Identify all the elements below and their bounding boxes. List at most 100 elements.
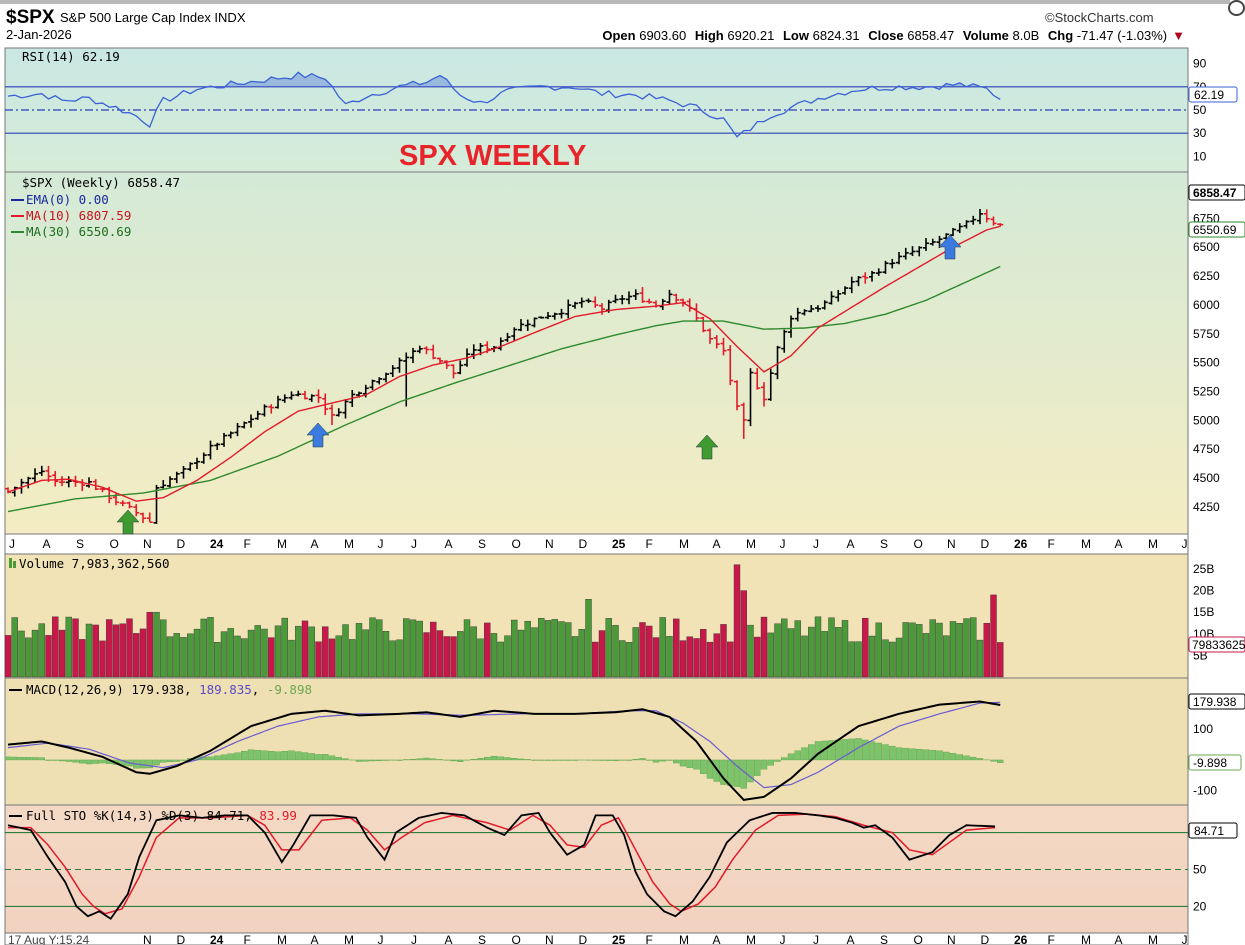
price-bar [497,337,504,351]
copyright: ©StockCharts.com [1045,10,1154,25]
price-bar [916,246,923,257]
ma30-legend: MA(30) 6550.69 [26,224,131,239]
macd-histogram-bar [612,759,619,761]
macd-histogram-bar [727,759,734,786]
rsi-series [7,71,1001,138]
rsi-overbought-fill [8,72,1001,87]
ma10-line [7,225,1001,502]
x-axis-months-bottom: N D 24 F M A M J J A S O N D 25 F M A M J J A S O N D 26 F M A M J [143,933,1188,945]
price-bar [207,440,214,460]
volume-bar [11,617,18,678]
volume-bar [713,633,720,678]
price-last-tag: 6858.47 [1188,184,1245,201]
macd-histogram-bar [922,749,930,761]
price-bar [308,394,315,402]
price-bar [767,368,774,401]
price-bar [167,476,173,489]
macd-histogram-bar [943,751,950,761]
macd-histogram-bar [868,741,876,761]
price-bar [396,357,403,373]
signal-arrows [116,234,962,535]
price-bar [639,287,646,303]
price-bar [59,476,65,487]
macd-histogram-bar [517,758,525,761]
macd-histogram-bar [241,751,248,761]
macd-histogram-bar [929,750,936,761]
volume-bar [484,622,491,678]
month-label: D [579,537,588,551]
month-label: 26 [1014,537,1028,551]
volume-bar [389,640,396,678]
price-ytick: 5250 [1193,385,1220,399]
y-axes: 9070503010425045004750500052505500575060… [1193,57,1220,914]
volume-bar [855,641,862,678]
volume-bar [538,617,545,678]
volume-bar [666,636,673,678]
volume-bar [889,641,896,678]
chg-arrow: ▼ [1172,28,1185,43]
price-bar [565,299,572,319]
price-last-text: 6858.47 [1193,186,1237,200]
price-bar [990,216,997,226]
volume-bar [801,635,808,678]
macd-histogram-bar [538,759,545,761]
corner-knob[interactable] [1228,0,1245,16]
price-bar [896,251,902,265]
macd-histogram-bar [268,751,275,761]
macd-histogram-bar [450,759,457,762]
month-label-bottom: M [344,933,354,945]
month-label-bottom: N [947,933,956,945]
macd-histogram-bar [652,759,660,763]
macd-histogram-bar [315,754,322,761]
volume-bar [619,640,626,678]
macd-histogram-bar [970,756,977,761]
price-bar [45,465,52,483]
volume-bar [835,627,842,678]
macd-histogram-bar [558,759,565,761]
sto-last-text: 84.71 [1194,824,1224,838]
price-bar [281,394,288,403]
volume-bar [767,632,774,678]
price-bar [828,291,835,305]
macd-histogram-bar [497,756,504,761]
macd-histogram-bar [295,751,302,761]
rsi-line [7,71,1001,138]
macd-histogram-bar [214,755,221,761]
symbol: $SPX [6,7,55,28]
volume-bar [625,642,633,678]
chg-value: -71.47 (-1.03%) [1076,28,1168,43]
volume-bar [646,625,653,678]
xaxis-strip-bottom [4,932,1189,945]
month-label-bottom: S [478,933,486,945]
price-bars [5,208,1004,524]
price-bar [632,289,639,300]
macd-histogram-bar [166,759,174,763]
sto-label: Full STO %K(14,3) %D(3) 84.71, 83.99 [26,808,297,823]
volume-bar [544,620,552,678]
ma30-tag-text: 6550.69 [1193,223,1237,237]
volume-bar [875,622,882,678]
price-bar [700,316,707,333]
month-label-bottom: D [981,933,990,945]
volume-bar [247,629,255,678]
volume-bar [139,628,147,678]
macd-histogram-bar [416,758,423,761]
macd-histogram-bar [963,755,970,761]
volume-label: Volume [962,28,1009,43]
macd-histogram-bar [254,750,261,761]
price-bar [329,404,335,425]
rsi-last-text: 62.19 [1194,88,1224,102]
macd-histogram-bar [281,751,288,761]
macd-series [4,700,1004,801]
price-bar [403,352,410,407]
rsi-reference-lines [5,86,1188,134]
volume-bar [936,622,943,678]
month-label: O [914,537,923,551]
macd-histogram-bar [382,759,390,761]
price-bar [389,365,396,377]
volume-bar [470,626,477,678]
macd-histogram-bar [376,759,383,761]
macd-histogram-bar [490,755,498,761]
low-label: Low [782,28,809,43]
volume-bar [463,619,471,678]
